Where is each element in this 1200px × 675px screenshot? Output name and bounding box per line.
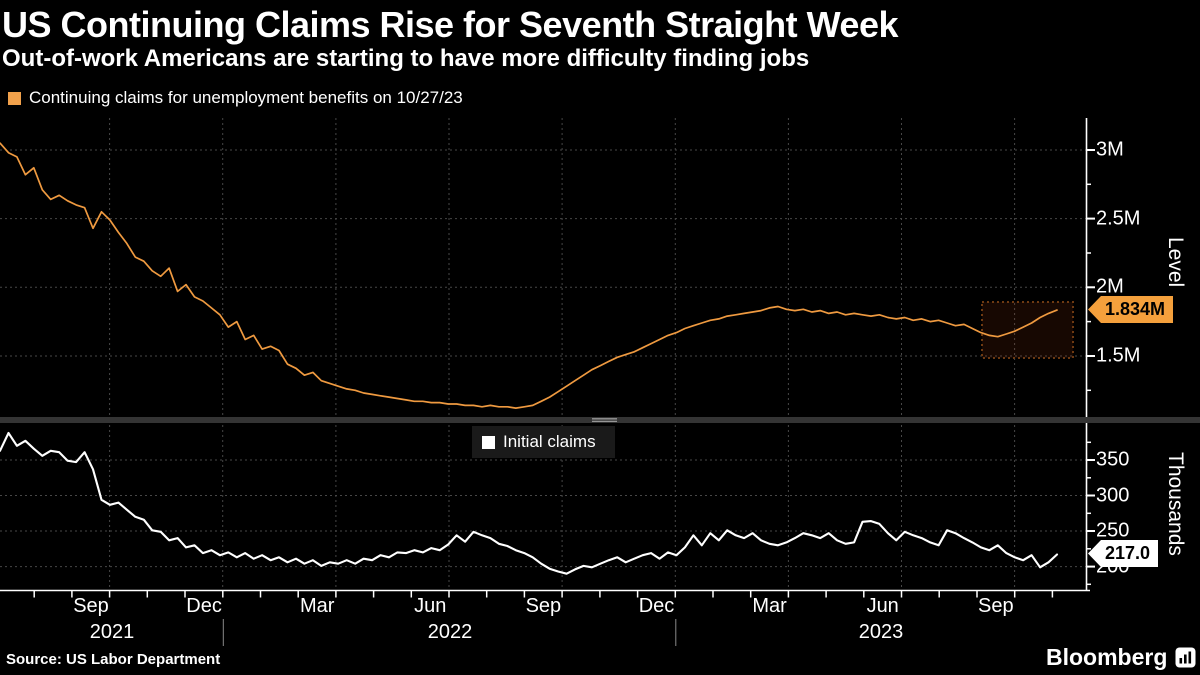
continuing-claims-legend-label: Continuing claims for unemployment benef…	[29, 88, 463, 107]
initial-claims-value-badge: 217.0	[1088, 540, 1159, 567]
y-tick-label: 250	[1096, 519, 1130, 542]
initial-claims-legend-label: Initial claims	[503, 432, 596, 451]
bottom-axis-title: Thousands	[1164, 452, 1187, 556]
x-year-label: 2022	[427, 621, 473, 643]
x-month-label: Mar	[752, 595, 787, 617]
x-month-label: Jun	[414, 595, 447, 617]
x-month-label: Sep	[73, 595, 109, 617]
y-tick-label: 2M	[1096, 275, 1124, 298]
y-tick-label: 350	[1096, 448, 1130, 471]
initial-claims-legend: Initial claims	[472, 426, 615, 458]
initial-claims-legend-swatch-icon	[482, 435, 495, 449]
continuing-claims-legend: Continuing claims for unemployment benef…	[8, 88, 463, 108]
x-month-label: Jun	[866, 595, 899, 617]
initial-claims-line	[0, 431, 1059, 575]
page-title: US Continuing Claims Rise for Seventh St…	[2, 4, 898, 45]
y-tick-label: 300	[1096, 484, 1130, 507]
x-month-label: Sep	[978, 595, 1014, 617]
top-axis-title: Level	[1164, 237, 1187, 288]
panel-divider	[0, 417, 1200, 423]
highlight-box	[981, 301, 1074, 359]
x-month-label: Mar	[299, 595, 335, 617]
y-tick-label: 2.5M	[1096, 207, 1141, 230]
bloomberg-chart-icon	[1175, 647, 1196, 668]
continuing-claims-legend-swatch-icon	[8, 91, 21, 105]
bloomberg-logo: Bloomberg	[1046, 644, 1196, 671]
bloomberg-wordmark: Bloomberg	[1046, 644, 1168, 670]
x-year-label: 2021	[89, 621, 135, 643]
x-year-label: 2023	[858, 621, 904, 643]
continuing-claims-line	[0, 142, 1058, 409]
x-month-label: Sep	[525, 595, 562, 617]
source-note: Source: US Labor Department	[6, 651, 221, 668]
page-subtitle: Out-of-work Americans are starting to ha…	[2, 45, 810, 72]
y-tick-label: 3M	[1096, 138, 1124, 161]
y-tick-label: 1.5M	[1096, 344, 1141, 367]
x-month-label: Dec	[186, 595, 222, 617]
x-month-label: Dec	[638, 595, 675, 617]
continuing-claims-value-badge: 1.834M	[1088, 296, 1174, 323]
